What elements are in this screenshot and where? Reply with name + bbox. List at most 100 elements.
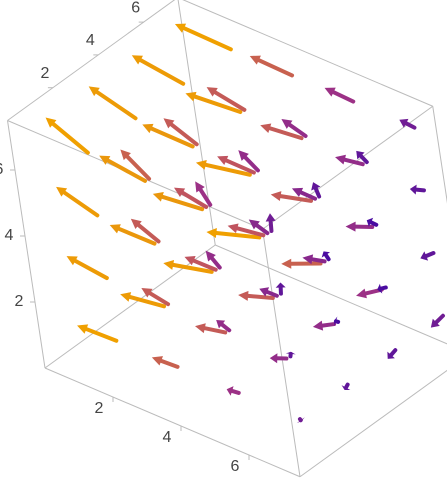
box-edge xyxy=(44,367,301,478)
arrow-head xyxy=(321,251,331,258)
y-tick-label: 2 xyxy=(40,65,49,82)
arrow-shaft xyxy=(320,322,337,328)
vector-arrow xyxy=(249,55,295,78)
vector-arrow xyxy=(184,256,218,272)
vector-arrow xyxy=(430,313,445,328)
arrow-head xyxy=(174,23,187,33)
vector-arrow xyxy=(109,224,157,246)
vector-arrow xyxy=(377,283,388,294)
arrow-head xyxy=(226,386,234,396)
vector-arrow xyxy=(238,150,260,173)
arrow-shaft xyxy=(310,257,327,264)
vector-arrow xyxy=(163,118,199,147)
vector-arrow xyxy=(296,417,305,424)
arrow-shaft xyxy=(230,388,241,395)
vector-arrow xyxy=(399,118,417,130)
arrow-head xyxy=(345,221,356,232)
arrow-shaft xyxy=(434,313,445,325)
arrow-shaft xyxy=(182,26,233,52)
arrow-head xyxy=(45,117,57,128)
arrow-head xyxy=(399,118,409,128)
vector-arrow xyxy=(152,192,205,212)
box-edge xyxy=(44,244,216,369)
arrow-shaft xyxy=(169,122,199,147)
arrow-head xyxy=(409,184,417,195)
arrow-head xyxy=(120,149,131,161)
box-edge xyxy=(182,0,433,107)
vector-arrow xyxy=(420,251,436,261)
arrow-shaft xyxy=(278,194,314,203)
vector-arrow xyxy=(356,150,369,165)
vector-arrow xyxy=(275,282,286,296)
vector-arrow xyxy=(321,251,331,262)
x-tick-label: 2 xyxy=(95,400,104,417)
arrow-head xyxy=(66,256,78,266)
arrow-shaft xyxy=(331,90,356,104)
arrow-head xyxy=(217,155,229,166)
arrow-head xyxy=(173,187,186,198)
arrow-shaft xyxy=(358,153,369,165)
arrow-head xyxy=(356,288,367,299)
arrow-head xyxy=(270,191,282,202)
x-tick-label: 4 xyxy=(163,429,172,446)
arrow-head xyxy=(265,213,276,222)
arrow-shaft xyxy=(209,256,222,270)
arrow-head xyxy=(206,87,218,97)
arrow-shaft xyxy=(220,322,232,333)
arrow-shaft xyxy=(235,226,266,238)
arrow-shaft xyxy=(369,220,379,227)
vector-arrow xyxy=(333,316,341,327)
arrow-head xyxy=(420,251,429,261)
box-edge xyxy=(215,244,447,345)
z-tick-label: 6 xyxy=(0,161,4,178)
arrow-head xyxy=(259,287,270,297)
arrow-head xyxy=(206,228,217,238)
vector-arrow xyxy=(324,87,356,104)
y-tick-label: 4 xyxy=(86,32,95,49)
vector-arrow xyxy=(173,187,209,210)
arrow-head xyxy=(248,219,260,230)
vector-arrow xyxy=(217,155,256,175)
arrow-head xyxy=(194,323,206,334)
vector-arrow xyxy=(335,154,365,167)
arrow-shaft xyxy=(105,158,148,183)
vector-arrow xyxy=(120,149,152,181)
arrow-head xyxy=(142,123,154,134)
arrow-shaft xyxy=(159,358,180,369)
arrow-head xyxy=(130,218,142,229)
arrow-head xyxy=(185,91,197,102)
vector-arrow xyxy=(226,386,241,396)
arrow-shaft xyxy=(254,223,270,236)
arrow-shaft xyxy=(160,194,205,212)
arrow-head xyxy=(120,292,132,302)
arrow-shaft xyxy=(198,187,213,207)
vector-arrow xyxy=(142,123,195,149)
arrow-shaft xyxy=(246,293,275,300)
box-edge xyxy=(7,0,176,121)
vector-arrow xyxy=(270,191,314,203)
vector-arrow xyxy=(227,223,266,238)
arrow-head xyxy=(216,319,226,329)
arrow-shaft xyxy=(84,327,119,343)
arrow-head xyxy=(366,217,374,227)
arrow-shaft xyxy=(203,162,252,177)
arrow-head xyxy=(334,316,338,327)
arrow-shaft xyxy=(214,230,262,240)
vector-arrow xyxy=(195,181,213,207)
arrow-shaft xyxy=(333,319,341,324)
arrow-head xyxy=(163,118,175,129)
arrow-shaft xyxy=(127,294,167,309)
arrow-shaft xyxy=(379,285,388,291)
vector-arrow xyxy=(99,155,148,183)
vector-arrow xyxy=(281,258,323,269)
arrow-shaft xyxy=(414,187,426,193)
arrow-head xyxy=(238,290,249,301)
arrow-head xyxy=(184,256,196,266)
arrow-head xyxy=(249,55,261,65)
arrow-head xyxy=(195,181,205,193)
arrow-head xyxy=(311,182,321,191)
y-tick-label: 6 xyxy=(131,0,140,16)
arrow-head xyxy=(56,186,68,197)
arrow-head xyxy=(430,318,440,328)
